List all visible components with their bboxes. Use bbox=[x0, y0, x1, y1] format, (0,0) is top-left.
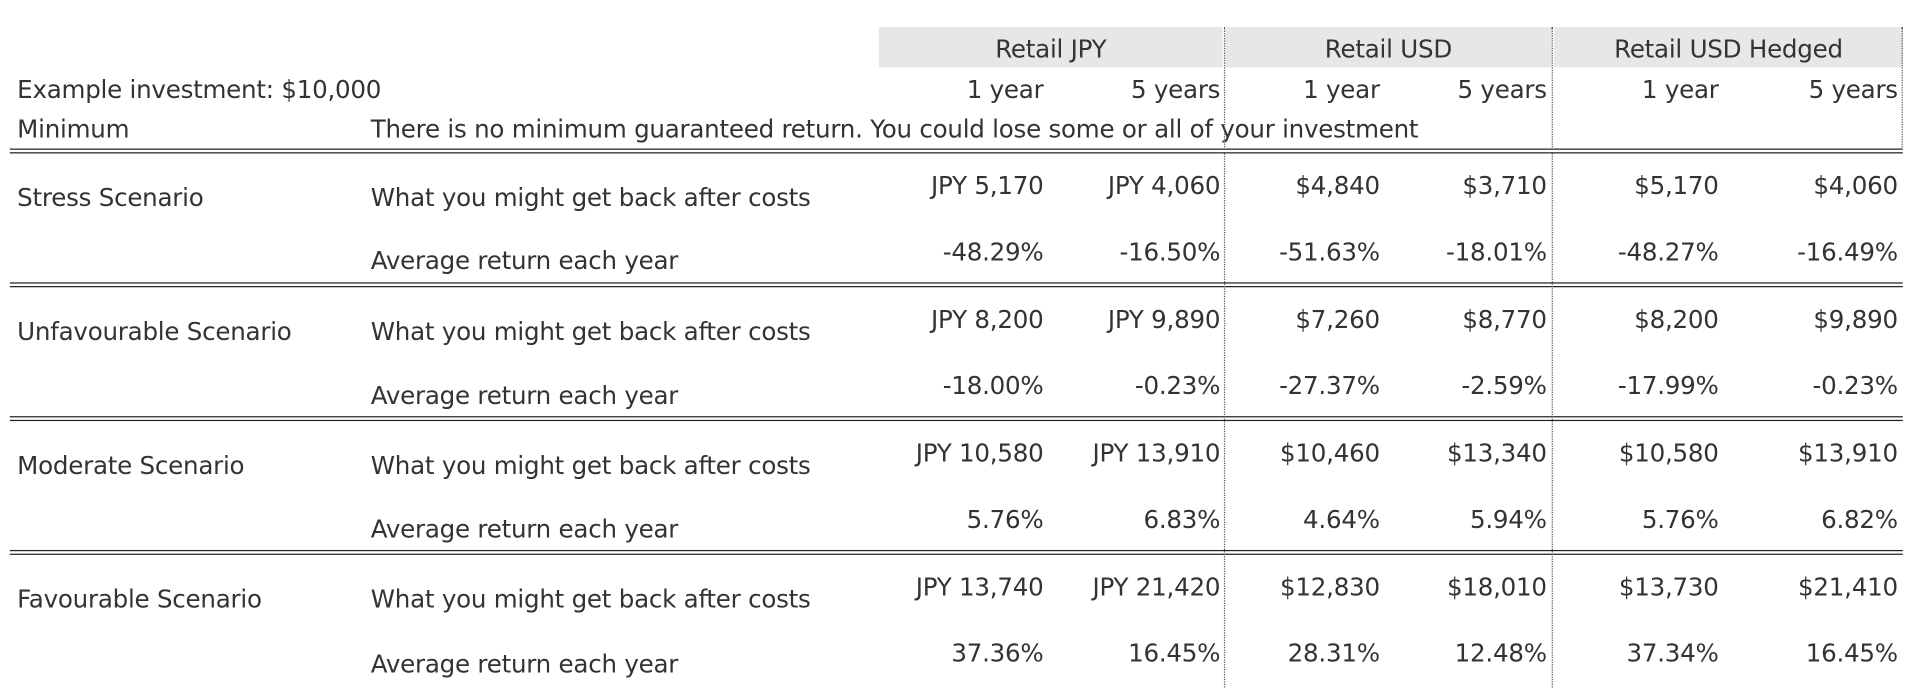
cell-value: -18.00% bbox=[942, 370, 1044, 401]
cell-value: 28.31% bbox=[1287, 638, 1380, 668]
period-header: 5 years bbox=[1130, 74, 1221, 105]
header-band-retail-jpy bbox=[878, 27, 1223, 68]
cell-value: $9,890 bbox=[1813, 304, 1898, 334]
cell-value: 5.76% bbox=[966, 504, 1044, 535]
cell-value: $4,060 bbox=[1813, 170, 1898, 201]
cell-value: JPY 5,170 bbox=[931, 170, 1044, 201]
cell-value: 5.76% bbox=[1641, 504, 1719, 535]
cell-value: $8,770 bbox=[1462, 304, 1547, 334]
cell-value: $5,170 bbox=[1634, 170, 1719, 201]
minimum-disclaimer: There is no minimum guaranteed return. Y… bbox=[370, 114, 1419, 144]
cell-value: -0.23% bbox=[1134, 370, 1221, 401]
period-header: 5 years bbox=[1808, 74, 1899, 105]
row-label-avg-return: Average return each year bbox=[370, 380, 679, 411]
row-label-avg-return: Average return each year bbox=[370, 649, 679, 679]
cell-value: -16.49% bbox=[1797, 236, 1898, 267]
cell-value: -2.59% bbox=[1461, 370, 1547, 401]
cell-value: $18,010 bbox=[1446, 572, 1547, 602]
group-header-retail-usd: Retail USD bbox=[1324, 34, 1453, 64]
cell-value: $13,730 bbox=[1618, 572, 1719, 602]
cell-value: $10,580 bbox=[1618, 438, 1719, 468]
header-band-retail-usd bbox=[1225, 27, 1552, 68]
group-header-retail-usd-hedged: Retail USD Hedged bbox=[1614, 34, 1843, 64]
group-header-retail-jpy: Retail JPY bbox=[995, 34, 1107, 64]
example-investment-label: Example investment: $10,000 bbox=[17, 74, 382, 105]
cell-value: 16.45% bbox=[1128, 638, 1221, 668]
cell-value: -0.23% bbox=[1812, 370, 1898, 401]
cell-value: 5.94% bbox=[1469, 504, 1547, 535]
row-label-avg-return: Average return each year bbox=[370, 245, 679, 275]
cell-value: $4,840 bbox=[1295, 170, 1380, 201]
cell-value: $8,200 bbox=[1634, 304, 1719, 334]
scenario-name-moderate: Moderate Scenario bbox=[17, 450, 245, 480]
cell-value: JPY 8,200 bbox=[931, 304, 1044, 334]
period-header: 1 year bbox=[1641, 74, 1719, 105]
row-label-get-back: What you might get back after costs bbox=[370, 584, 811, 614]
row-label-get-back: What you might get back after costs bbox=[370, 316, 811, 347]
period-header: 1 year bbox=[1303, 74, 1380, 105]
cell-value: JPY 13,910 bbox=[1092, 438, 1221, 468]
period-header: 1 year bbox=[966, 74, 1044, 105]
cell-value: 16.45% bbox=[1805, 638, 1898, 668]
row-label-get-back: What you might get back after costs bbox=[370, 450, 811, 480]
cell-value: $13,910 bbox=[1798, 438, 1898, 468]
cell-value: 37.36% bbox=[951, 638, 1044, 668]
cell-value: -48.27% bbox=[1617, 236, 1719, 267]
row-label-avg-return: Average return each year bbox=[370, 514, 679, 544]
cell-value: $7,260 bbox=[1295, 304, 1380, 334]
cell-value: -18.01% bbox=[1446, 236, 1547, 267]
cell-value: -17.99% bbox=[1617, 370, 1719, 401]
cell-value: $12,830 bbox=[1280, 572, 1380, 602]
scenario-name-stress: Stress Scenario bbox=[17, 182, 204, 213]
cell-value: $10,460 bbox=[1280, 438, 1380, 468]
cell-value: -16.50% bbox=[1119, 236, 1221, 267]
cell-value: 12.48% bbox=[1454, 638, 1547, 668]
cell-value: JPY 4,060 bbox=[1107, 170, 1221, 201]
cell-value: 6.83% bbox=[1143, 504, 1221, 535]
cell-value: JPY 21,420 bbox=[1092, 572, 1221, 602]
cell-value: 37.34% bbox=[1626, 638, 1719, 668]
cell-value: 4.64% bbox=[1303, 504, 1380, 535]
header-band-retail-usd-hedged bbox=[1554, 27, 1903, 68]
cell-value: -51.63% bbox=[1279, 236, 1380, 267]
cell-value: -48.29% bbox=[942, 236, 1044, 267]
cell-value: $21,410 bbox=[1798, 572, 1898, 602]
cell-value: JPY 10,580 bbox=[915, 438, 1044, 468]
scenario-name-unfavourable: Unfavourable Scenario bbox=[17, 316, 292, 347]
row-label-get-back: What you might get back after costs bbox=[370, 182, 811, 213]
period-header: 5 years bbox=[1457, 74, 1547, 105]
cell-value: 6.82% bbox=[1821, 504, 1898, 535]
cell-value: $13,340 bbox=[1446, 438, 1547, 468]
cell-value: -27.37% bbox=[1279, 370, 1380, 401]
minimum-label: Minimum bbox=[17, 114, 130, 144]
cell-value: $3,710 bbox=[1462, 170, 1547, 201]
cell-value: JPY 9,890 bbox=[1107, 304, 1221, 334]
scenario-name-favourable: Favourable Scenario bbox=[17, 584, 262, 614]
cell-value: JPY 13,740 bbox=[915, 572, 1044, 602]
